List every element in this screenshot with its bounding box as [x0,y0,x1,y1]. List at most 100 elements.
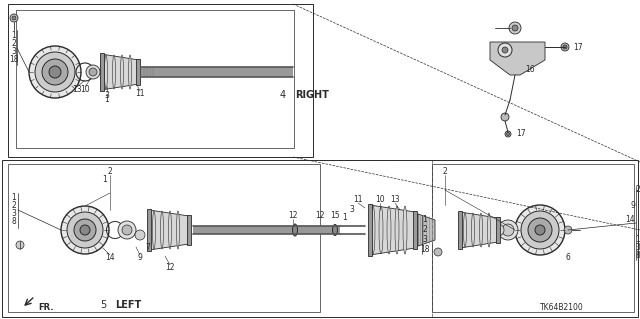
Polygon shape [147,209,151,251]
Circle shape [67,212,103,248]
Ellipse shape [113,55,115,89]
Polygon shape [136,59,140,85]
Text: 12: 12 [288,211,298,220]
Circle shape [561,43,569,51]
Circle shape [512,25,518,31]
Ellipse shape [292,224,298,236]
Text: 11: 11 [135,90,145,99]
Text: 1: 1 [102,175,108,184]
Ellipse shape [395,206,399,254]
Text: 12: 12 [316,211,324,220]
Circle shape [434,248,442,256]
Circle shape [563,45,567,49]
Text: TK64B2100: TK64B2100 [540,303,584,313]
Text: 2: 2 [12,39,17,48]
Circle shape [564,226,572,234]
Ellipse shape [463,213,467,247]
Circle shape [89,68,97,76]
Text: 17: 17 [516,130,525,138]
Polygon shape [100,53,104,91]
Text: 14: 14 [625,216,635,225]
Text: 18: 18 [9,55,19,63]
Text: 9: 9 [630,201,635,210]
Text: 13: 13 [390,196,400,204]
Polygon shape [458,211,462,249]
Text: 4: 4 [280,90,286,100]
Ellipse shape [333,225,337,235]
Circle shape [509,22,521,34]
Circle shape [505,131,511,137]
Circle shape [35,52,75,92]
Text: LEFT: LEFT [115,300,141,310]
Polygon shape [149,210,189,250]
Text: 1: 1 [12,192,17,202]
Text: 6: 6 [566,254,570,263]
Text: 1: 1 [422,216,428,225]
Circle shape [492,224,504,236]
Text: 18: 18 [420,246,429,255]
Bar [432,164,634,312]
Ellipse shape [120,55,124,89]
Bar [8,4,313,157]
Circle shape [80,225,90,235]
Ellipse shape [177,211,179,249]
Text: 1: 1 [12,31,17,40]
Circle shape [16,241,24,249]
Circle shape [29,46,81,98]
Text: 1: 1 [104,95,109,105]
Circle shape [535,225,545,235]
Circle shape [515,205,565,255]
Polygon shape [413,211,417,249]
Text: 3: 3 [422,235,428,244]
Text: FR.: FR. [38,303,54,313]
Text: 8: 8 [12,217,17,226]
Circle shape [42,59,68,85]
Text: 3: 3 [12,209,17,218]
Ellipse shape [479,213,483,247]
Polygon shape [460,212,498,248]
Text: 3: 3 [635,243,640,253]
Text: RIGHT: RIGHT [295,90,329,100]
Text: 5: 5 [100,300,106,310]
Text: 10: 10 [375,196,385,204]
Circle shape [528,218,552,242]
Circle shape [122,225,132,235]
Ellipse shape [152,211,156,249]
Text: 2: 2 [422,226,428,234]
Polygon shape [370,205,415,255]
Ellipse shape [104,55,108,89]
Ellipse shape [488,213,490,247]
Text: 10: 10 [80,85,90,94]
Text: 14: 14 [105,254,115,263]
Ellipse shape [387,206,391,254]
Circle shape [502,47,508,53]
Polygon shape [418,214,435,246]
Circle shape [135,230,145,240]
Text: 7: 7 [145,243,150,253]
Circle shape [10,14,18,22]
Circle shape [506,132,509,136]
Polygon shape [368,204,372,256]
Text: 3: 3 [12,47,17,56]
Circle shape [86,65,100,79]
Ellipse shape [371,206,375,254]
Polygon shape [187,215,191,245]
Circle shape [49,66,61,78]
Circle shape [74,219,96,241]
Circle shape [12,16,16,20]
Circle shape [501,113,509,121]
Polygon shape [101,54,139,90]
Bar [16,10,294,148]
Bar [2,160,638,317]
Text: 17: 17 [573,42,582,51]
Text: 2: 2 [12,201,17,210]
Polygon shape [490,42,545,75]
Circle shape [498,43,512,57]
Circle shape [502,224,514,236]
Ellipse shape [472,213,474,247]
Polygon shape [193,226,340,234]
Text: 9: 9 [138,254,143,263]
Text: 3: 3 [104,91,109,100]
Text: 8: 8 [636,251,640,261]
Text: 15: 15 [330,211,340,220]
